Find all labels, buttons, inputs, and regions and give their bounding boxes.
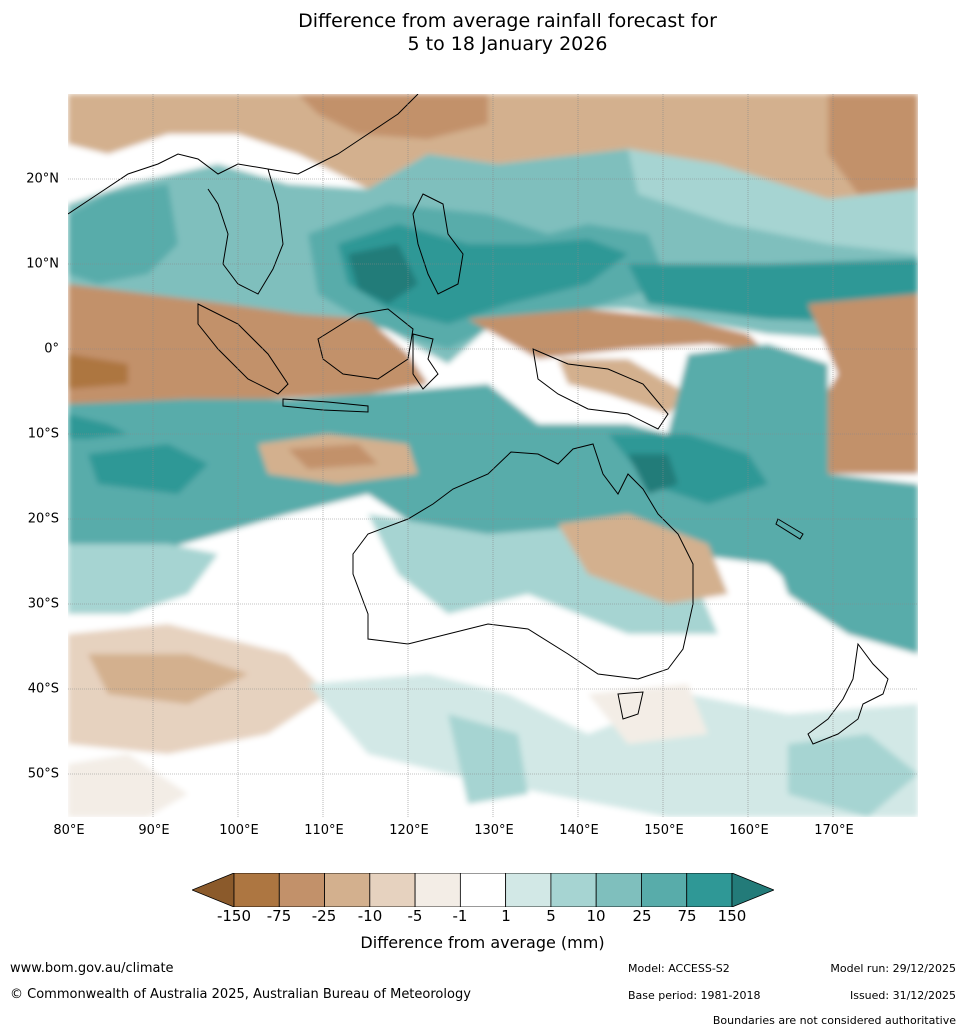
wet-region-indian-ocean-core: [68, 414, 128, 439]
lon-label-140e: 140°E: [559, 823, 599, 838]
lat-label-20s: 20°S: [27, 511, 59, 527]
lat-label-0: 0°: [44, 341, 59, 357]
wet-region-tasman: [768, 494, 918, 654]
footer-issued: Issued: 31/12/2025: [849, 989, 956, 1002]
wet-region-south-east: [788, 734, 918, 817]
new-caledonia-outline: [775, 518, 804, 540]
lon-label-120e: 120°E: [389, 823, 429, 838]
lon-label-90e: 90°E: [138, 823, 170, 838]
colorbar-tick-label: 25: [632, 907, 652, 925]
colorbar-extend-low: [192, 873, 235, 907]
colorbar-tick-label: -5: [407, 907, 423, 925]
dry-region-central-pacific: [808, 294, 918, 474]
colorbar-tick-label: 75: [677, 907, 697, 925]
wet-region-southern-ocean: [68, 544, 218, 614]
lon-label-110e: 110°E: [304, 823, 344, 838]
footer-website: www.bom.gov.au/climate: [10, 961, 174, 976]
lat-label-10s: 10°S: [27, 426, 59, 442]
sumatra-outline: [197, 303, 289, 395]
wet-region-south-medium: [448, 714, 528, 804]
colorbar-tick-label: 1: [501, 907, 511, 925]
dry-region-equatorial-east: [468, 309, 768, 359]
colorbar-tick-label: -1: [452, 907, 468, 925]
wet-region-coral-sea-core: [628, 454, 678, 494]
footer-model-run: Model run: 29/12/2025: [830, 962, 956, 975]
new-zealand-outline: [807, 642, 889, 745]
lon-label-130e: 130°E: [474, 823, 514, 838]
wet-region-philippines-core: [338, 224, 628, 324]
lat-label-20n: 20°N: [26, 171, 59, 187]
map-title: Difference from average rainfall forecas…: [0, 10, 965, 56]
graticule: [68, 94, 918, 817]
footer-base-period: Base period: 1981-2018: [628, 989, 761, 1002]
lon-label-160e: 160°E: [729, 823, 769, 838]
philippines-outline: [412, 193, 464, 295]
colorbar-swatch: [505, 873, 552, 907]
lat-label-40s: 40°S: [27, 681, 59, 697]
colorbar-swatch: [595, 873, 642, 907]
dry-region-north-core: [298, 94, 488, 139]
wet-region-southwest: [88, 444, 208, 494]
australia-outline: [352, 443, 694, 680]
new-guinea-outline: [532, 348, 669, 430]
dry-region-new-guinea: [558, 359, 688, 414]
colorbar-swatch: [641, 873, 688, 907]
dry-region-northeast: [828, 94, 918, 194]
wet-region-south-light: [308, 674, 918, 817]
wet-region-coral-sea: [608, 434, 768, 504]
colorbar-extend-high: [731, 873, 774, 907]
lat-label-50s: 50°S: [27, 766, 59, 782]
colorbar-swatch: [550, 873, 597, 907]
colorbar-tick-label: -75: [266, 907, 292, 925]
java-outline: [282, 398, 369, 413]
footer-boundaries-note: Boundaries are not considered authoritat…: [712, 1014, 956, 1027]
colorbar-tick-label: 10: [586, 907, 606, 925]
colorbar-tick-label: -10: [357, 907, 383, 925]
colorbar: [192, 873, 774, 907]
dry-region-south-tasman: [588, 684, 708, 744]
lon-label-150e: 150°E: [644, 823, 684, 838]
colorbar-tick-label: 150: [717, 907, 747, 925]
wet-region-borneo-core: [348, 244, 418, 304]
colorbar-swatch: [369, 873, 416, 907]
colorbar-swatch: [414, 873, 461, 907]
lon-label-80e: 80°E: [53, 823, 85, 838]
colorbar-tick-label: 5: [546, 907, 556, 925]
colorbar-swatch: [278, 873, 325, 907]
colorbar-swatch: [459, 873, 507, 907]
lon-label-100e: 100°E: [219, 823, 259, 838]
footer-copyright: © Commonwealth of Australia 2025, Austra…: [10, 987, 471, 1002]
colorbar-swatch: [233, 873, 280, 907]
dry-region-far-south: [68, 754, 188, 817]
colorbar-swatch: [324, 873, 371, 907]
colorbar-tick-label: -25: [311, 907, 337, 925]
wet-region-north-light: [628, 149, 918, 254]
colorbar-title: Difference from average (mm): [360, 933, 605, 952]
sulawesi-outline: [412, 333, 439, 390]
colorbar-swatch: [686, 873, 733, 907]
dry-region-equatorial-west-core: [68, 354, 128, 389]
title-line-2: 5 to 18 January 2026: [407, 33, 608, 55]
dry-region-timor-sea-core: [288, 444, 378, 469]
tasmania-outline: [617, 691, 644, 720]
colorbar-tick-label: -150: [216, 907, 252, 925]
rainfall-anomaly-map: [68, 94, 918, 817]
lon-label-170e: 170°E: [814, 823, 854, 838]
title-line-1: Difference from average rainfall forecas…: [298, 10, 717, 32]
lat-label-30s: 30°S: [27, 596, 59, 612]
lat-label-10n: 10°N: [26, 256, 59, 272]
dry-region-east-australia: [558, 514, 728, 604]
dry-region-equatorial-west: [68, 284, 428, 404]
dry-region-south-indian-core: [88, 654, 248, 704]
wet-region-bay-of-bengal: [68, 184, 178, 284]
footer-model: Model: ACCESS-S2: [628, 962, 730, 975]
